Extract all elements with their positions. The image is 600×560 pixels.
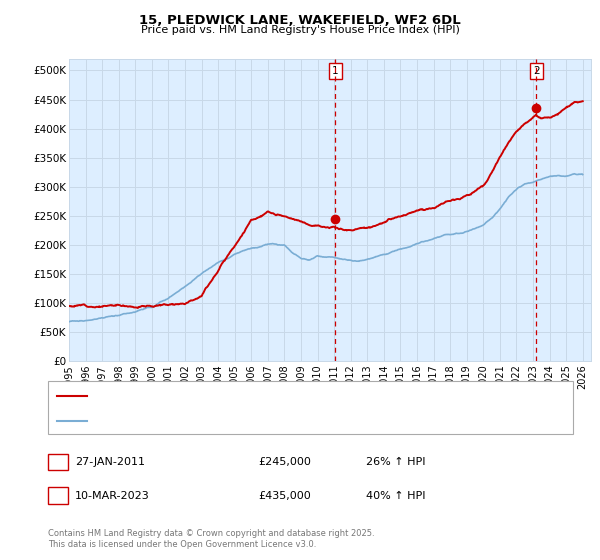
Text: 40% ↑ HPI: 40% ↑ HPI — [366, 491, 425, 501]
Text: 2: 2 — [55, 491, 61, 501]
Text: 27-JAN-2011: 27-JAN-2011 — [75, 457, 145, 467]
Text: 15, PLEDWICK LANE, WAKEFIELD, WF2 6DL: 15, PLEDWICK LANE, WAKEFIELD, WF2 6DL — [139, 14, 461, 27]
Text: Contains HM Land Registry data © Crown copyright and database right 2025.
This d: Contains HM Land Registry data © Crown c… — [48, 529, 374, 549]
Text: HPI: Average price, detached house, Wakefield: HPI: Average price, detached house, Wake… — [93, 416, 337, 426]
Text: 10-MAR-2023: 10-MAR-2023 — [75, 491, 150, 501]
Text: Price paid vs. HM Land Registry's House Price Index (HPI): Price paid vs. HM Land Registry's House … — [140, 25, 460, 35]
Text: 1: 1 — [55, 457, 61, 467]
Text: £245,000: £245,000 — [258, 457, 311, 467]
Text: £435,000: £435,000 — [258, 491, 311, 501]
Text: 26% ↑ HPI: 26% ↑ HPI — [366, 457, 425, 467]
Text: 15, PLEDWICK LANE, WAKEFIELD, WF2 6DL (detached house): 15, PLEDWICK LANE, WAKEFIELD, WF2 6DL (d… — [93, 391, 411, 401]
Text: 1: 1 — [332, 67, 338, 76]
Text: 2: 2 — [533, 67, 539, 76]
